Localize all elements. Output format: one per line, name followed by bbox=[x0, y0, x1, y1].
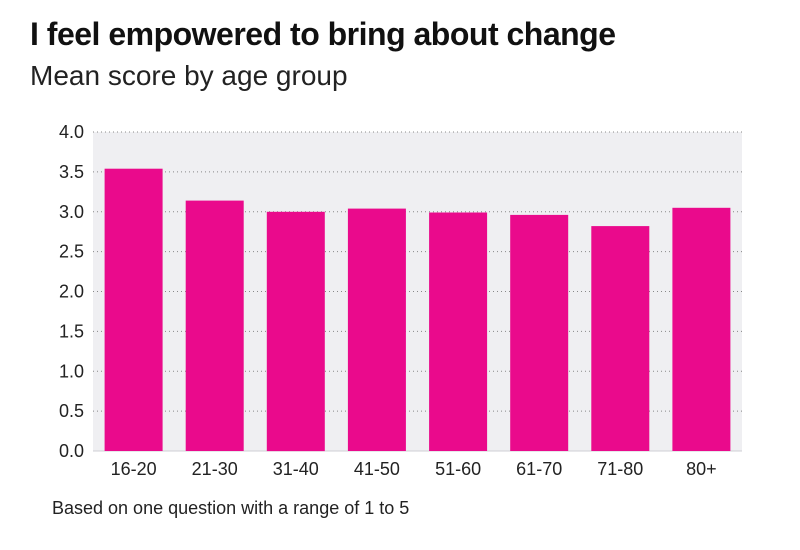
y-tick-label: 3.0 bbox=[59, 202, 84, 222]
bar-71-80 bbox=[591, 226, 650, 451]
bar-31-40 bbox=[266, 211, 325, 452]
y-tick-label: 0.0 bbox=[59, 441, 84, 461]
y-tick-label: 3.5 bbox=[59, 162, 84, 182]
x-tick-label: 41-50 bbox=[354, 459, 400, 479]
x-axis-ticks: 16-20 21-30 31-40 41-50 51-60 61-70 71-80 80+ bbox=[111, 459, 717, 479]
bar-51-60 bbox=[429, 212, 488, 451]
x-tick-label: 21-30 bbox=[192, 459, 238, 479]
x-tick-label: 80+ bbox=[686, 459, 717, 479]
x-tick-label: 71-80 bbox=[597, 459, 643, 479]
footnote: Based on one question with a range of 1 … bbox=[52, 498, 410, 518]
y-tick-label: 0.5 bbox=[59, 401, 84, 421]
y-tick-label: 1.5 bbox=[59, 321, 84, 341]
y-tick-label: 1.0 bbox=[59, 361, 84, 381]
x-tick-label: 61-70 bbox=[516, 459, 562, 479]
chart-title: I feel empowered to bring about change bbox=[30, 16, 616, 52]
y-axis-ticks: 0.0 0.5 1.0 1.5 2.0 2.5 3.0 3.5 4.0 bbox=[59, 122, 84, 461]
bar-21-30 bbox=[185, 200, 244, 451]
x-tick-label: 16-20 bbox=[111, 459, 157, 479]
x-tick-label: 51-60 bbox=[435, 459, 481, 479]
bar-16-20 bbox=[104, 168, 163, 451]
bar-61-70 bbox=[510, 214, 569, 451]
bar-41-50 bbox=[347, 208, 406, 451]
x-tick-label: 31-40 bbox=[273, 459, 319, 479]
y-tick-label: 2.0 bbox=[59, 282, 84, 302]
chart-subtitle: Mean score by age group bbox=[30, 60, 348, 91]
y-tick-label: 4.0 bbox=[59, 122, 84, 142]
bars bbox=[104, 168, 731, 452]
bar-80+ bbox=[672, 207, 731, 451]
y-tick-label: 2.5 bbox=[59, 242, 84, 262]
